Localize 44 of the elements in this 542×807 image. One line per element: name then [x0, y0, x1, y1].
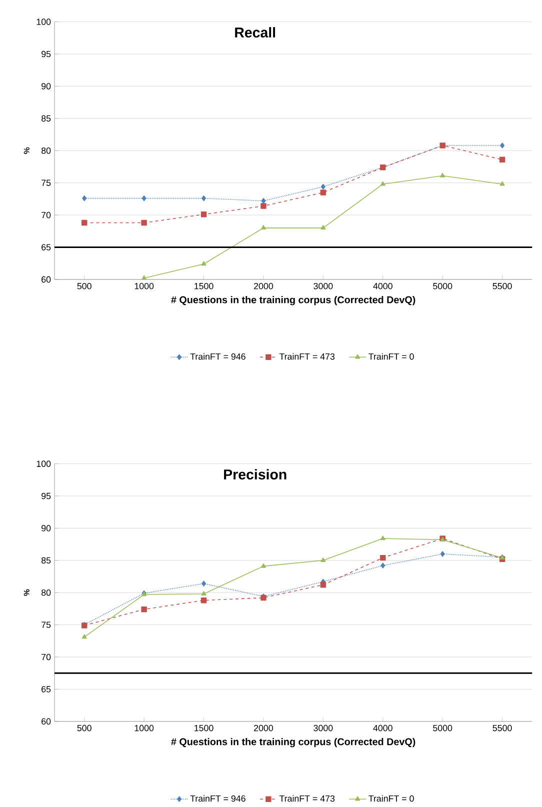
x-tick-label: 2000	[254, 724, 273, 732]
x-tick-label: 4000	[373, 282, 392, 290]
legend-label: TrainFT = 473	[279, 795, 335, 802]
x-tick-label: 3000	[314, 282, 333, 290]
y-tick-label: 75	[42, 180, 51, 186]
x-tick-label: 1000	[134, 724, 154, 732]
x-tick-label: 5000	[433, 724, 452, 732]
y-tick-label: 80	[42, 589, 51, 596]
x-tick-label: 5000	[433, 282, 452, 290]
y-tick-label: 75	[42, 622, 51, 628]
y-tick-label: 65	[42, 244, 51, 250]
chart-title: Precision	[224, 469, 286, 480]
y-tick-label: 100	[36, 460, 51, 467]
y-tick-label: 85	[42, 115, 51, 122]
y-tick-label: 90	[42, 525, 51, 532]
x-tick-label: 500	[77, 282, 92, 290]
chart-title: Recall	[235, 27, 276, 38]
y-tick-label: 80	[42, 147, 51, 154]
legend-label: TrainFT = 473	[279, 353, 335, 360]
x-tick-label: 5500	[492, 724, 512, 732]
x-tick-label: 4000	[373, 724, 392, 732]
x-tick-label: 5500	[492, 282, 512, 290]
x-axis-title: # Questions in the training corpus (Corrected DevQ)	[171, 738, 416, 748]
y-tick-label: 100	[36, 18, 51, 25]
legend-label: TrainFT = 0	[368, 795, 414, 802]
y-tick-label: 70	[42, 654, 51, 660]
y-tick-label: 60	[42, 718, 51, 725]
x-tick-label: 1000	[134, 282, 154, 290]
x-tick-label: 500	[77, 724, 92, 732]
x-tick-label: 1500	[194, 282, 214, 290]
y-tick-label: 85	[42, 557, 51, 564]
y-tick-label: 90	[42, 83, 51, 90]
legend-label: TrainFT = 946	[190, 353, 246, 360]
x-tick-label: 2000	[254, 282, 273, 290]
y-tick-label: 95	[42, 50, 51, 58]
y-tick-label: 95	[42, 492, 51, 500]
y-tick-label: 65	[42, 686, 51, 692]
x-axis-title: # Questions in the training corpus (Corrected DevQ)	[171, 296, 416, 306]
legend-label: TrainFT = 946	[190, 795, 246, 802]
y-tick-label: 70	[42, 212, 51, 218]
legend-label: TrainFT = 0	[368, 353, 414, 360]
y-tick-label: 60	[42, 276, 51, 283]
x-tick-label: 1500	[194, 724, 214, 732]
x-tick-label: 3000	[314, 724, 333, 732]
